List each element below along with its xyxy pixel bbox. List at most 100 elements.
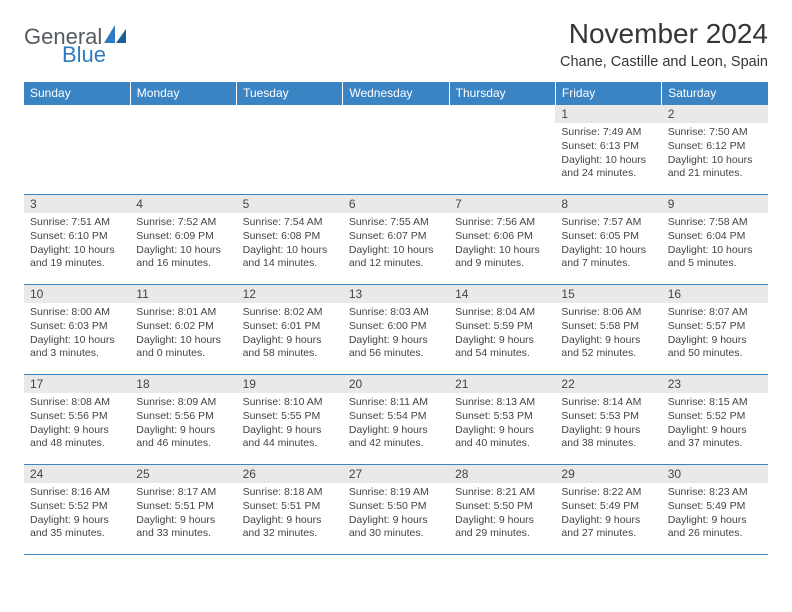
daylight-text: Daylight: 10 hours and 19 minutes. xyxy=(30,244,124,271)
daylight-text: Daylight: 9 hours and 48 minutes. xyxy=(30,424,124,451)
day-number: 30 xyxy=(662,465,768,483)
day-number: 25 xyxy=(130,465,236,483)
day-cell xyxy=(130,105,236,195)
day-body: Sunrise: 7:58 AMSunset: 6:04 PMDaylight:… xyxy=(662,213,768,275)
day-number: 5 xyxy=(237,195,343,213)
sunrise-text: Sunrise: 8:14 AM xyxy=(561,396,655,410)
sunset-text: Sunset: 5:59 PM xyxy=(455,320,549,334)
daylight-text: Daylight: 9 hours and 35 minutes. xyxy=(30,514,124,541)
sunrise-text: Sunrise: 8:18 AM xyxy=(243,486,337,500)
day-cell xyxy=(343,105,449,195)
daylight-text: Daylight: 10 hours and 14 minutes. xyxy=(243,244,337,271)
sunrise-text: Sunrise: 8:09 AM xyxy=(136,396,230,410)
sunset-text: Sunset: 5:50 PM xyxy=(455,500,549,514)
sunset-text: Sunset: 5:51 PM xyxy=(243,500,337,514)
day-body: Sunrise: 8:01 AMSunset: 6:02 PMDaylight:… xyxy=(130,303,236,365)
sunrise-text: Sunrise: 8:06 AM xyxy=(561,306,655,320)
daylight-text: Daylight: 9 hours and 37 minutes. xyxy=(668,424,762,451)
day-number: 1 xyxy=(555,105,661,123)
day-body: Sunrise: 8:17 AMSunset: 5:51 PMDaylight:… xyxy=(130,483,236,545)
sunrise-text: Sunrise: 8:19 AM xyxy=(349,486,443,500)
dow-friday: Friday xyxy=(555,82,661,105)
day-cell: 15 Sunrise: 8:06 AMSunset: 5:58 PMDayligh… xyxy=(555,285,661,375)
day-cell: 18Sunrise: 8:09 AMSunset: 5:56 PMDayligh… xyxy=(130,375,236,465)
sunrise-text: Sunrise: 7:52 AM xyxy=(136,216,230,230)
day-cell: 24Sunrise: 8:16 AMSunset: 5:52 PMDayligh… xyxy=(24,465,130,555)
day-body: Sunrise: 7:49 AMSunset: 6:13 PMDaylight:… xyxy=(555,123,661,185)
day-cell: 13Sunrise: 8:03 AMSunset: 6:00 PMDayligh… xyxy=(343,285,449,375)
sail-icon xyxy=(104,25,126,48)
sunrise-text: Sunrise: 8:21 AM xyxy=(455,486,549,500)
daylight-text: Daylight: 9 hours and 38 minutes. xyxy=(561,424,655,451)
day-number: 16 xyxy=(662,285,768,303)
day-number: 10 xyxy=(24,285,130,303)
sunrise-text: Sunrise: 8:11 AM xyxy=(349,396,443,410)
daylight-text: Daylight: 9 hours and 56 minutes. xyxy=(349,334,443,361)
dow-saturday: Saturday xyxy=(662,82,768,105)
day-cell: 7Sunrise: 7:56 AMSunset: 6:06 PMDaylight… xyxy=(449,195,555,285)
sunrise-text: Sunrise: 8:16 AM xyxy=(30,486,124,500)
day-body: Sunrise: 8:15 AMSunset: 5:52 PMDaylight:… xyxy=(662,393,768,455)
day-body: Sunrise: 8:21 AMSunset: 5:50 PMDaylight:… xyxy=(449,483,555,545)
daylight-text: Daylight: 10 hours and 3 minutes. xyxy=(30,334,124,361)
calendar-table: Sunday Monday Tuesday Wednesday Thursday… xyxy=(24,82,768,555)
sunset-text: Sunset: 5:58 PM xyxy=(561,320,655,334)
sunrise-text: Sunrise: 7:57 AM xyxy=(561,216,655,230)
day-cell: 3Sunrise: 7:51 AMSunset: 6:10 PMDaylight… xyxy=(24,195,130,285)
day-cell: 12Sunrise: 8:02 AMSunset: 6:01 PMDayligh… xyxy=(237,285,343,375)
day-cell: 19Sunrise: 8:10 AMSunset: 5:55 PMDayligh… xyxy=(237,375,343,465)
day-cell: 21Sunrise: 8:13 AMSunset: 5:53 PMDayligh… xyxy=(449,375,555,465)
month-title: November 2024 xyxy=(560,18,768,50)
day-number: 19 xyxy=(237,375,343,393)
day-body: Sunrise: 8:14 AMSunset: 5:53 PMDaylight:… xyxy=(555,393,661,455)
day-body: Sunrise: 8:09 AMSunset: 5:56 PMDaylight:… xyxy=(130,393,236,455)
sunrise-text: Sunrise: 7:54 AM xyxy=(243,216,337,230)
sunrise-text: Sunrise: 8:03 AM xyxy=(349,306,443,320)
daylight-text: Daylight: 9 hours and 50 minutes. xyxy=(668,334,762,361)
sunset-text: Sunset: 5:56 PM xyxy=(136,410,230,424)
day-cell: 2Sunrise: 7:50 AMSunset: 6:12 PMDaylight… xyxy=(662,105,768,195)
sunset-text: Sunset: 6:06 PM xyxy=(455,230,549,244)
sunrise-text: Sunrise: 8:23 AM xyxy=(668,486,762,500)
day-cell xyxy=(449,105,555,195)
day-number: 12 xyxy=(237,285,343,303)
sunset-text: Sunset: 6:08 PM xyxy=(243,230,337,244)
daylight-text: Daylight: 10 hours and 21 minutes. xyxy=(668,154,762,181)
day-number: 23 xyxy=(662,375,768,393)
day-body: Sunrise: 7:57 AMSunset: 6:05 PMDaylight:… xyxy=(555,213,661,275)
day-number: 24 xyxy=(24,465,130,483)
daylight-text: Daylight: 9 hours and 27 minutes. xyxy=(561,514,655,541)
sunrise-text: Sunrise: 8:13 AM xyxy=(455,396,549,410)
day-number: 13 xyxy=(343,285,449,303)
sunset-text: Sunset: 6:03 PM xyxy=(30,320,124,334)
day-number: 15 xyxy=(555,285,661,303)
daylight-text: Daylight: 10 hours and 24 minutes. xyxy=(561,154,655,181)
sunset-text: Sunset: 5:52 PM xyxy=(668,410,762,424)
sunrise-text: Sunrise: 8:00 AM xyxy=(30,306,124,320)
day-body: Sunrise: 8:22 AMSunset: 5:49 PMDaylight:… xyxy=(555,483,661,545)
sunrise-text: Sunrise: 7:50 AM xyxy=(668,126,762,140)
daylight-text: Daylight: 9 hours and 58 minutes. xyxy=(243,334,337,361)
day-body: Sunrise: 7:52 AMSunset: 6:09 PMDaylight:… xyxy=(130,213,236,275)
day-number: 17 xyxy=(24,375,130,393)
day-cell: 4Sunrise: 7:52 AMSunset: 6:09 PMDaylight… xyxy=(130,195,236,285)
day-body: Sunrise: 7:50 AMSunset: 6:12 PMDaylight:… xyxy=(662,123,768,185)
day-cell: 10 Sunrise: 8:00 AMSunset: 6:03 PMDayligh… xyxy=(24,285,130,375)
week-row: 24Sunrise: 8:16 AMSunset: 5:52 PMDayligh… xyxy=(24,465,768,555)
location: Chane, Castille and Leon, Spain xyxy=(560,54,768,70)
day-body: Sunrise: 8:16 AMSunset: 5:52 PMDaylight:… xyxy=(24,483,130,545)
sunset-text: Sunset: 5:53 PM xyxy=(455,410,549,424)
day-number: 29 xyxy=(555,465,661,483)
sunrise-text: Sunrise: 7:51 AM xyxy=(30,216,124,230)
dow-monday: Monday xyxy=(130,82,236,105)
page: General November 2024 Chane, Castille an… xyxy=(0,0,792,555)
day-number: 21 xyxy=(449,375,555,393)
daylight-text: Daylight: 10 hours and 16 minutes. xyxy=(136,244,230,271)
sunset-text: Sunset: 5:56 PM xyxy=(30,410,124,424)
daylight-text: Daylight: 9 hours and 52 minutes. xyxy=(561,334,655,361)
sunset-text: Sunset: 6:12 PM xyxy=(668,140,762,154)
sunrise-text: Sunrise: 7:49 AM xyxy=(561,126,655,140)
sunset-text: Sunset: 6:07 PM xyxy=(349,230,443,244)
sunset-text: Sunset: 6:10 PM xyxy=(30,230,124,244)
sunset-text: Sunset: 6:09 PM xyxy=(136,230,230,244)
